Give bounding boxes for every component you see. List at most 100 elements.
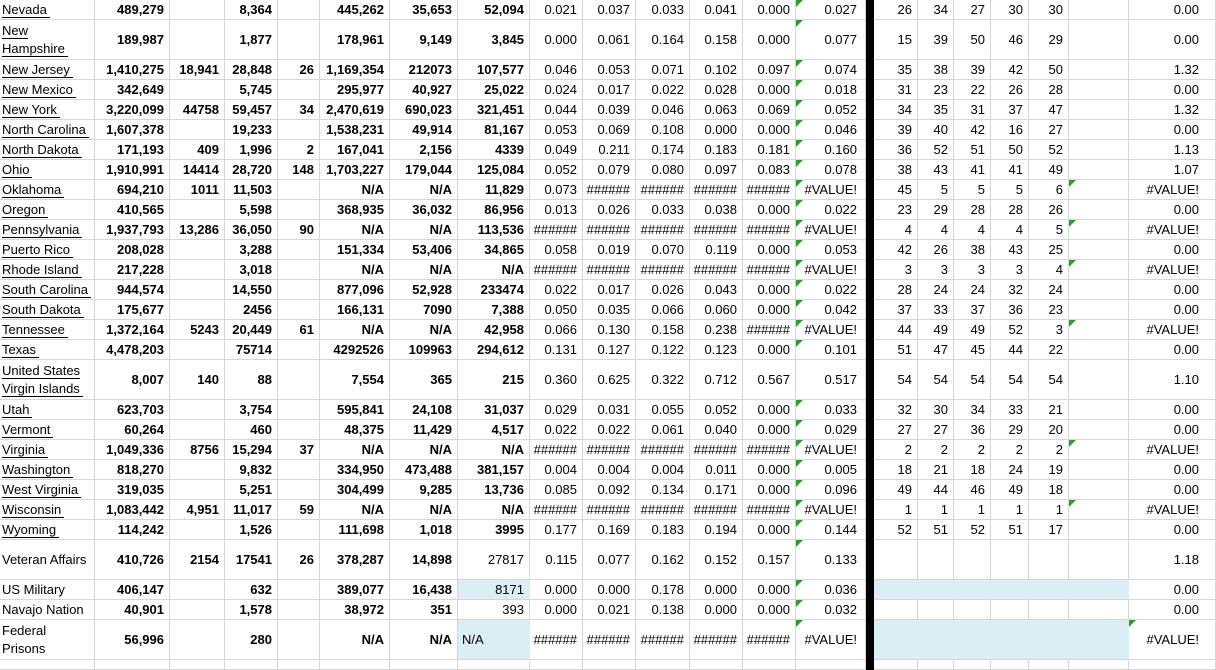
cell-h25[interactable]: 3995 [458, 520, 530, 540]
cell-q2[interactable]: 50 [954, 20, 991, 60]
cell-e27[interactable] [278, 580, 320, 600]
cell-h28[interactable]: 393 [458, 600, 530, 620]
cell-g8[interactable]: 179,044 [390, 160, 458, 180]
cell-u25[interactable]: 0.00 [1129, 520, 1216, 540]
cell-h2[interactable]: 3,845 [458, 20, 530, 60]
cell-l1[interactable]: 0.041 [690, 0, 743, 20]
cell-f20[interactable]: 48,375 [320, 420, 390, 440]
cell-h6[interactable]: 81,167 [458, 120, 530, 140]
cell-n26[interactable]: 0.133 [796, 540, 866, 580]
cell-e1[interactable] [278, 0, 320, 20]
cell-m7[interactable]: 0.181 [743, 140, 796, 160]
cell-p21[interactable]: 2 [918, 440, 954, 460]
cell-p9[interactable]: 5 [918, 180, 954, 200]
cell-s28[interactable] [1029, 600, 1069, 620]
cell-o13[interactable]: 3 [874, 260, 918, 280]
row-label[interactable]: New York [0, 100, 95, 120]
cell-s2[interactable]: 29 [1029, 20, 1069, 60]
cell-t21[interactable] [1069, 440, 1129, 460]
row-label[interactable]: South Carolina [0, 280, 95, 300]
cell-n25[interactable]: 0.144 [796, 520, 866, 540]
cell-j13[interactable]: ###### [583, 260, 636, 280]
cell-k23[interactable]: 0.134 [636, 480, 690, 500]
cell-t4[interactable] [1069, 80, 1129, 100]
cell-g6[interactable]: 49,914 [390, 120, 458, 140]
cell-f9[interactable]: N/A [320, 180, 390, 200]
cell-b16[interactable]: 1,372,164 [95, 320, 170, 340]
cell-n15[interactable]: 0.042 [796, 300, 866, 320]
cell-d11[interactable]: 36,050 [225, 220, 278, 240]
cell-p4[interactable]: 23 [918, 80, 954, 100]
cell-m23[interactable]: 0.000 [743, 480, 796, 500]
cell-f24[interactable]: N/A [320, 500, 390, 520]
cell-g12[interactable]: 53,406 [390, 240, 458, 260]
cell-h11[interactable]: 113,536 [458, 220, 530, 240]
cell-c17[interactable] [170, 340, 225, 360]
cell-r8[interactable]: 41 [991, 160, 1029, 180]
cell-s24[interactable]: 1 [1029, 500, 1069, 520]
cell-g19[interactable]: 24,108 [390, 400, 458, 420]
cell-m4[interactable]: 0.000 [743, 80, 796, 100]
cell-o12[interactable]: 42 [874, 240, 918, 260]
cell-d13[interactable]: 3,018 [225, 260, 278, 280]
cell-p28[interactable] [918, 600, 954, 620]
cell-o21[interactable]: 2 [874, 440, 918, 460]
cell-s18[interactable]: 54 [1029, 360, 1069, 400]
cell-f22[interactable]: 334,950 [320, 460, 390, 480]
cell-h22[interactable]: 381,157 [458, 460, 530, 480]
cell-t12[interactable] [1069, 240, 1129, 260]
cell-p23[interactable]: 44 [918, 480, 954, 500]
cell-r27[interactable] [991, 580, 1029, 600]
cell-m2[interactable]: 0.000 [743, 20, 796, 60]
cell-b6[interactable]: 1,607,378 [95, 120, 170, 140]
cell-j1[interactable]: 0.037 [583, 0, 636, 20]
cell-g15[interactable]: 7090 [390, 300, 458, 320]
cell-s8[interactable]: 49 [1029, 160, 1069, 180]
cell-l15[interactable]: 0.060 [690, 300, 743, 320]
cell-c1[interactable] [170, 0, 225, 20]
cell-g10[interactable]: 36,032 [390, 200, 458, 220]
cell-j28[interactable]: 0.021 [583, 600, 636, 620]
cell-s6[interactable]: 27 [1029, 120, 1069, 140]
cell-m8[interactable]: 0.083 [743, 160, 796, 180]
cell-o10[interactable]: 23 [874, 200, 918, 220]
cell-d17[interactable]: 75714 [225, 340, 278, 360]
cell-q13[interactable]: 3 [954, 260, 991, 280]
cell-f27[interactable]: 389,077 [320, 580, 390, 600]
cell-s7[interactable]: 52 [1029, 140, 1069, 160]
cell-p1[interactable]: 34 [918, 0, 954, 20]
cell-s12[interactable]: 25 [1029, 240, 1069, 260]
cell-k26[interactable]: 0.162 [636, 540, 690, 580]
cell-q8[interactable]: 41 [954, 160, 991, 180]
cell-f17[interactable]: 4292526 [320, 340, 390, 360]
cell-n28[interactable]: 0.032 [796, 600, 866, 620]
cell-r9[interactable]: 5 [991, 180, 1029, 200]
row-label[interactable]: Navajo Nation [0, 600, 95, 620]
cell-l28[interactable]: 0.000 [690, 600, 743, 620]
cell-d9[interactable]: 11,503 [225, 180, 278, 200]
cell-s13[interactable]: 4 [1029, 260, 1069, 280]
cell-n8[interactable]: 0.078 [796, 160, 866, 180]
cell-i24[interactable]: ###### [530, 500, 583, 520]
row-label[interactable]: Veteran Affairs [0, 540, 95, 580]
cell-q28[interactable] [954, 600, 991, 620]
cell-h13[interactable]: N/A [458, 260, 530, 280]
cell-q6[interactable]: 42 [954, 120, 991, 140]
cell-e24[interactable]: 59 [278, 500, 320, 520]
cell-o24[interactable]: 1 [874, 500, 918, 520]
cell-o6[interactable]: 39 [874, 120, 918, 140]
cell-t23[interactable] [1069, 480, 1129, 500]
cell-c14[interactable] [170, 280, 225, 300]
cell-i3[interactable]: 0.046 [530, 60, 583, 80]
cell-empty[interactable] [1069, 660, 1129, 670]
cell-d10[interactable]: 5,598 [225, 200, 278, 220]
cell-l2[interactable]: 0.158 [690, 20, 743, 60]
cell-j27[interactable]: 0.000 [583, 580, 636, 600]
cell-c11[interactable]: 13,286 [170, 220, 225, 240]
cell-g23[interactable]: 9,285 [390, 480, 458, 500]
cell-g9[interactable]: N/A [390, 180, 458, 200]
cell-h18[interactable]: 215 [458, 360, 530, 400]
cell-h12[interactable]: 34,865 [458, 240, 530, 260]
cell-b10[interactable]: 410,565 [95, 200, 170, 220]
cell-h14[interactable]: 233474 [458, 280, 530, 300]
